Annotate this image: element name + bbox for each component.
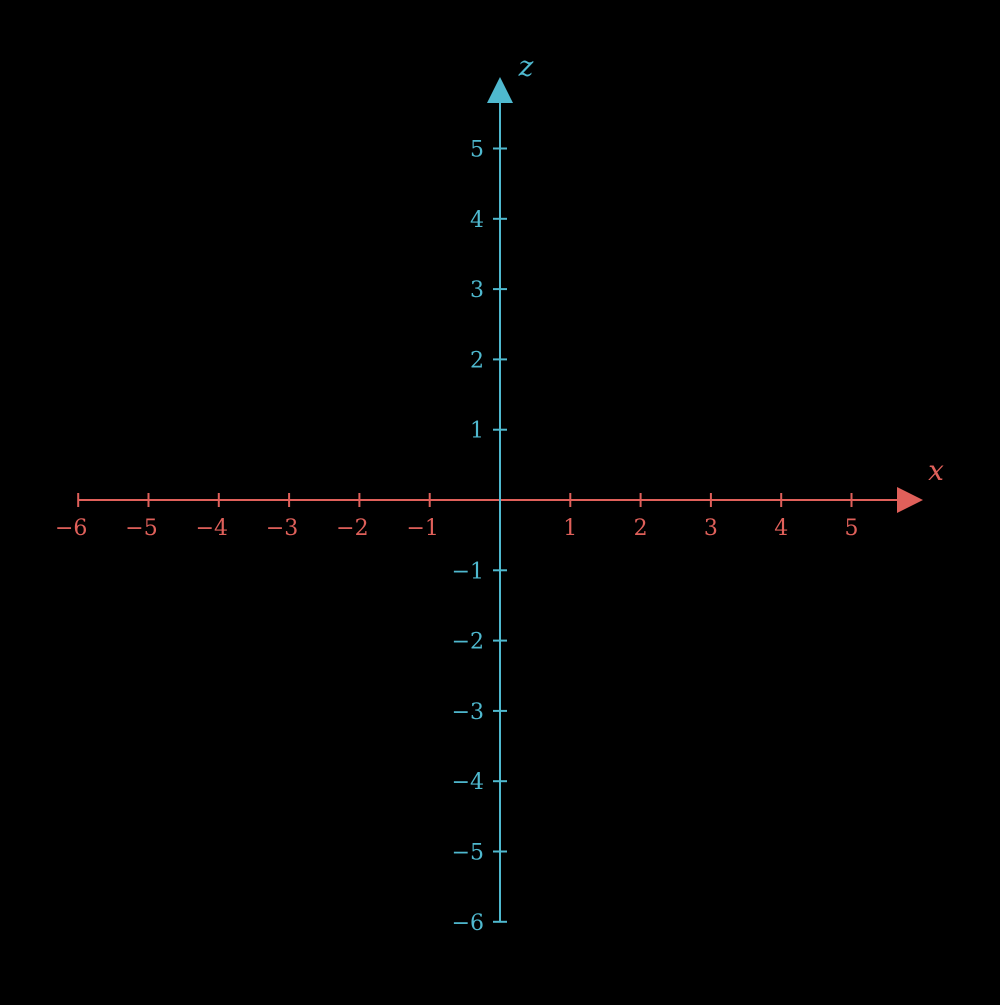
x-tick-label: −1 (406, 516, 438, 541)
z-tick-label: −1 (452, 559, 484, 584)
x-tick-label: −2 (336, 516, 368, 541)
z-tick-label: 5 (470, 138, 484, 163)
z-axis-name: z (518, 50, 534, 83)
x-tick-label: −5 (125, 516, 157, 541)
x-axis-name: x (928, 454, 944, 487)
z-tick-label: 1 (470, 419, 484, 444)
x-axis: −6 −5 −4 −3 −2 −1 1 2 3 4 5 x (55, 454, 944, 541)
x-tick-label: 4 (774, 516, 788, 541)
z-axis: 5 4 3 2 1 −1 −2 −3 −4 −5 −6 z (452, 50, 534, 936)
x-tick-label: 2 (634, 516, 648, 541)
x-tick-label: −6 (55, 516, 87, 541)
z-tick-label: 2 (470, 348, 484, 373)
z-tick-label: −5 (452, 841, 484, 866)
x-tick-label: 3 (704, 516, 718, 541)
z-axis-arrowhead (487, 77, 513, 103)
x-tick-label: 1 (563, 516, 577, 541)
x-axis-arrowhead (897, 487, 923, 513)
z-tick-label: 4 (470, 208, 484, 233)
z-tick-label: −6 (452, 911, 484, 936)
x-tick-label: −3 (266, 516, 298, 541)
z-tick-label: −4 (452, 770, 484, 795)
z-tick-label: 3 (470, 278, 484, 303)
z-tick-label: −2 (452, 630, 484, 655)
x-tick-label: −4 (196, 516, 228, 541)
z-tick-label: −3 (452, 700, 484, 725)
x-tick-label: 5 (845, 516, 859, 541)
